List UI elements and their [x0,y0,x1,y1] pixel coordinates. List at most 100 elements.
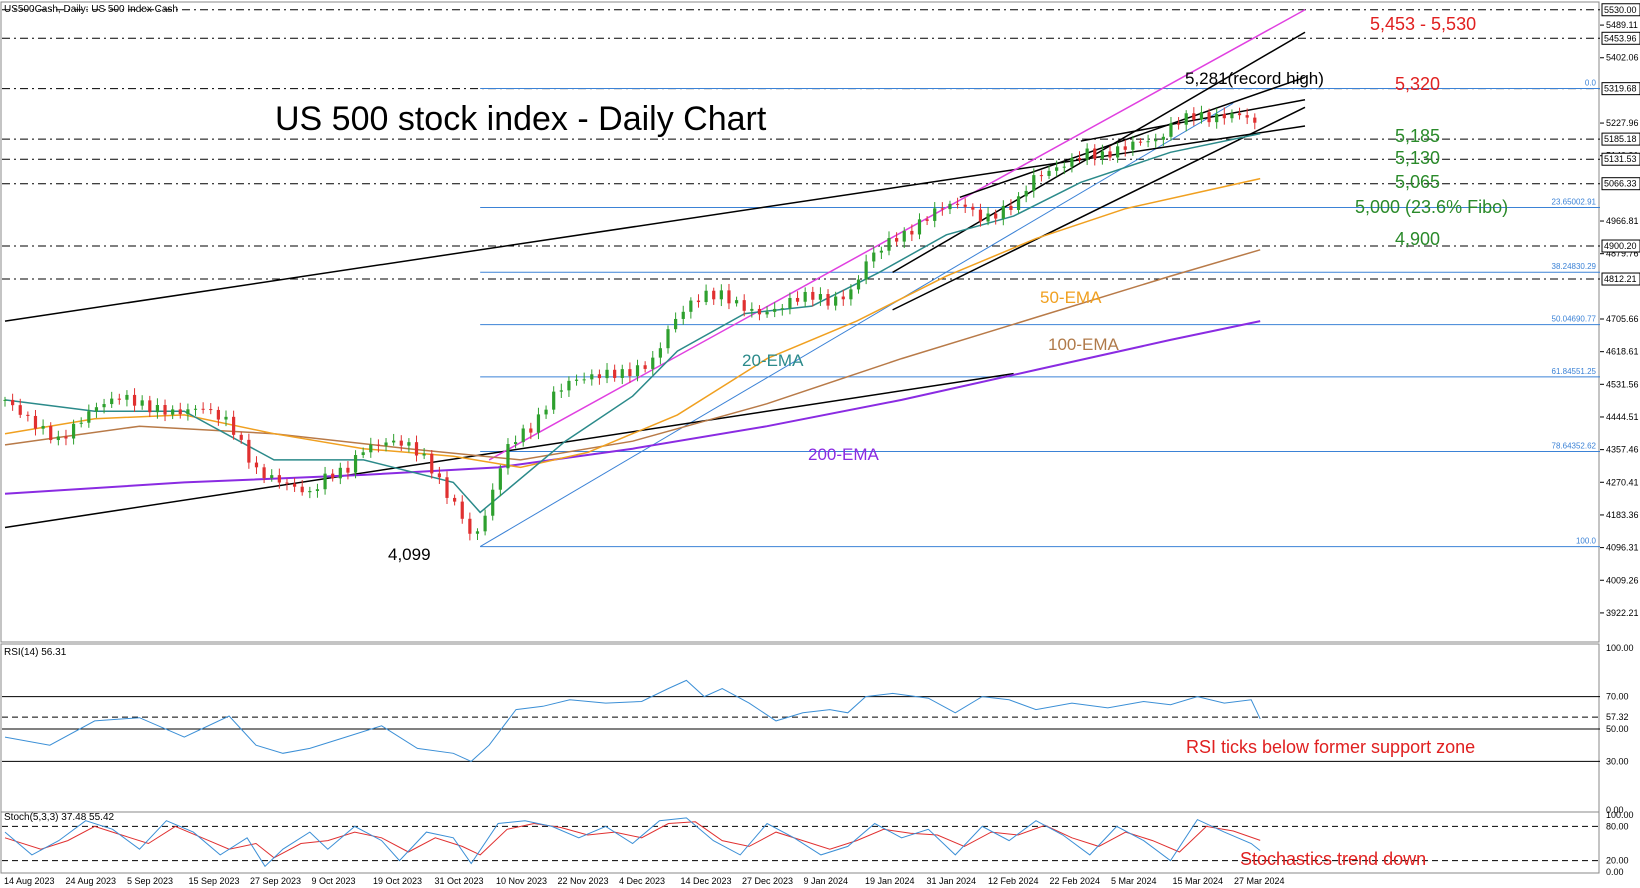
candle-body [734,300,739,304]
candle-body [79,422,83,424]
price-tick-label: 5489.11 [1606,20,1638,30]
candle-body [262,467,266,479]
fibo-level-label: 0.0 [1585,79,1597,88]
price-label-box [1601,272,1640,286]
candle-body [201,408,205,410]
rsi-axis-label: 0.00 [1606,805,1624,815]
main-panel-frame [0,1,1600,643]
candle-body [544,409,548,415]
rsi-axis-label: 57.32 [1606,712,1629,722]
candle-body [285,482,289,484]
candle-body [407,442,411,446]
x-axis-label: 9 Jan 2024 [804,876,849,886]
candle-body [64,436,68,439]
candle-body [963,204,967,207]
stoch-axis-label: 0.00 [1606,867,1624,877]
candle-body [430,453,434,474]
candle-body [1154,139,1158,142]
candle-body [224,416,228,420]
price-tick-label: 5402.06 [1606,53,1639,63]
candle-body [18,405,22,415]
candle-body [1161,136,1165,140]
candle-body [232,416,236,435]
candle-body [803,291,807,302]
candle-body [917,219,922,235]
candle-body [719,290,723,300]
candle-body [3,399,7,401]
label-5130: 5,130 [1395,148,1440,168]
candle-body [186,409,190,415]
candle-body [178,409,182,415]
candle-body [1123,146,1127,150]
price-label: 4812.21 [1604,274,1637,284]
rsi-axis-label: 100.00 [1606,643,1634,653]
rsi-note: RSI ticks below former support zone [1186,737,1475,757]
candle-body [834,296,838,306]
candle-body [376,444,381,446]
candle-body [110,398,114,405]
candle-body [1253,117,1257,123]
candle-body [1215,113,1219,123]
stoch-axis-label: 20.00 [1606,856,1629,866]
ema200-line [4,320,1261,495]
label-record-high: 5,281(record high) [1185,69,1324,88]
candle-body [155,405,160,413]
label-5065: 5,065 [1395,172,1440,192]
candle-body [925,219,929,221]
ema50-line [4,177,1261,469]
candle-body [270,475,274,479]
rsi-axis-label: 30.00 [1606,756,1629,766]
candle-body [1039,175,1044,177]
candle-body [818,294,823,300]
x-axis-label: 24 Aug 2023 [66,876,117,886]
candle-body [353,455,358,473]
candle-body [1062,166,1066,168]
rsi-line [4,679,1261,762]
candle-body [216,409,220,420]
stoch-axis-label: 100.00 [1606,810,1634,820]
price-label: 5530.00 [1604,5,1637,15]
candle-body [292,483,297,487]
fibo-level-label: 61.84551.25 [1552,367,1597,376]
x-axis-label: 31 Jan 2024 [927,876,977,886]
price-tick-label: 4705.66 [1606,314,1639,324]
fibo-level-label: 100.0 [1576,537,1597,546]
candle-body [552,391,556,410]
fibo-level-label: 78.64352.62 [1552,441,1597,450]
candle-body [87,411,91,423]
candle-body [239,434,243,440]
candle-body [300,486,304,493]
x-axis-label: 5 Sep 2023 [127,876,173,886]
candle-body [277,475,281,483]
price-tick-label: 4531.56 [1606,379,1639,389]
price-tick-label: 4270.41 [1606,477,1639,487]
candle-body [590,374,594,380]
candle-body [1108,151,1112,158]
candle-body [887,238,891,251]
candle-body [742,300,746,311]
price-tick-label: 5227.96 [1606,118,1639,128]
candle-body [506,444,510,469]
candle-body [1085,148,1089,160]
candle-body [1176,123,1181,125]
candle-body [171,409,175,415]
candle-body [49,425,53,441]
candle-body [597,374,602,379]
rsi-panel-label: RSI(14) 56.31 [4,647,67,658]
label-50-ema: 50-EMA [1040,288,1102,307]
candle-body [559,390,563,392]
candle-body [1146,141,1150,143]
candle-body [811,291,815,300]
candle-body [795,297,800,302]
candle-body [971,206,975,210]
stoch-main-line [4,817,1261,868]
candle-body [955,203,960,205]
candle-body [148,400,152,413]
candle-body [1131,141,1135,150]
label-5453-5530: 5,453 - 5,530 [1370,14,1476,34]
price-tick-label: 4444.51 [1606,412,1639,422]
candle-body [392,440,396,443]
candle-body [323,473,327,490]
x-axis-label: 15 Mar 2024 [1173,876,1224,886]
candle-body [704,290,708,303]
